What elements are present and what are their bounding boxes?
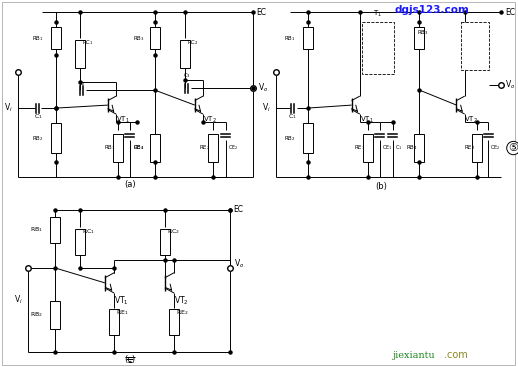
Bar (414, 27, 424, 49)
Text: C$_1$: C$_1$ (34, 112, 42, 120)
Text: RB$_1$: RB$_1$ (104, 143, 116, 153)
Bar (180, 40, 190, 68)
Text: RC$_1$: RC$_1$ (82, 227, 95, 236)
Text: C$_1$: C$_1$ (288, 112, 297, 120)
Text: RB$_3$: RB$_3$ (133, 34, 145, 43)
Bar (109, 309, 119, 335)
Bar (113, 134, 123, 162)
Text: RB$_4$: RB$_4$ (406, 143, 418, 153)
Text: RE$_2$: RE$_2$ (176, 308, 189, 317)
Bar (169, 309, 179, 335)
Text: EC: EC (257, 8, 267, 17)
Text: T$_1$: T$_1$ (373, 9, 382, 19)
Text: RB$_2$: RB$_2$ (32, 134, 44, 142)
Text: RE$_1$: RE$_1$ (116, 308, 129, 317)
Text: RB$_3$: RB$_3$ (418, 28, 429, 37)
Text: RB$_4$: RB$_4$ (133, 143, 145, 153)
Text: VT$_2$: VT$_2$ (465, 115, 478, 125)
Text: EC: EC (234, 206, 243, 214)
Text: .com: .com (444, 350, 468, 360)
Text: VT$_2$: VT$_2$ (203, 115, 217, 125)
Bar (75, 40, 85, 68)
Text: V$_o$: V$_o$ (506, 79, 516, 91)
Text: VT$_1$: VT$_1$ (359, 115, 373, 125)
Bar (414, 134, 424, 162)
Text: V$_o$: V$_o$ (234, 258, 244, 270)
Text: RE$_2$: RE$_2$ (464, 143, 476, 153)
Text: V$_i$: V$_i$ (14, 294, 23, 306)
Text: C$_1$: C$_1$ (395, 143, 402, 153)
Text: RB$_1$: RB$_1$ (284, 34, 296, 43)
Text: EC: EC (506, 8, 515, 17)
Text: V$_i$: V$_i$ (262, 102, 271, 115)
Text: ⑤: ⑤ (508, 143, 518, 153)
Text: V$_o$: V$_o$ (257, 82, 268, 94)
Bar (462, 22, 490, 70)
Text: RC$_1$: RC$_1$ (82, 38, 94, 47)
Text: VT$_2$: VT$_2$ (174, 295, 189, 308)
Bar (50, 301, 60, 329)
Text: VT$_1$: VT$_1$ (114, 295, 128, 308)
Bar (160, 229, 170, 255)
Bar (208, 134, 218, 162)
Bar (51, 27, 61, 49)
Text: (a): (a) (124, 181, 136, 189)
Text: CE$_1$: CE$_1$ (382, 143, 392, 153)
Bar (75, 229, 85, 255)
Text: jiexiantu: jiexiantu (393, 351, 436, 360)
Text: RE$_1$: RE$_1$ (354, 143, 366, 153)
Text: RB$_2$: RB$_2$ (30, 310, 43, 319)
Text: C$_3$: C$_3$ (183, 71, 191, 80)
Text: CE$_1$: CE$_1$ (133, 143, 144, 153)
Bar (51, 123, 61, 153)
Text: RC$_2$: RC$_2$ (187, 38, 198, 47)
Bar (50, 217, 60, 243)
Bar (362, 22, 394, 74)
Text: C$_2$: C$_2$ (78, 79, 86, 88)
Text: (c): (c) (124, 355, 135, 364)
Bar (150, 27, 160, 49)
Text: RB$_1$: RB$_1$ (32, 34, 44, 43)
Bar (303, 27, 313, 49)
Text: RB$_1$: RB$_1$ (30, 225, 43, 235)
Text: RB$_2$: RB$_2$ (284, 134, 296, 142)
Text: CE$_2$: CE$_2$ (491, 143, 501, 153)
Text: RE$_2$: RE$_2$ (199, 143, 211, 153)
Bar (150, 134, 160, 162)
Text: V$_i$: V$_i$ (4, 102, 13, 115)
Text: CE$_2$: CE$_2$ (228, 143, 238, 153)
Bar (303, 123, 313, 153)
Text: (b): (b) (376, 182, 387, 192)
Text: RC$_2$: RC$_2$ (167, 227, 180, 236)
Bar (472, 134, 482, 162)
Bar (363, 134, 372, 162)
Text: VT$_1$: VT$_1$ (116, 115, 130, 125)
Text: dgjs123.com: dgjs123.com (395, 5, 469, 15)
